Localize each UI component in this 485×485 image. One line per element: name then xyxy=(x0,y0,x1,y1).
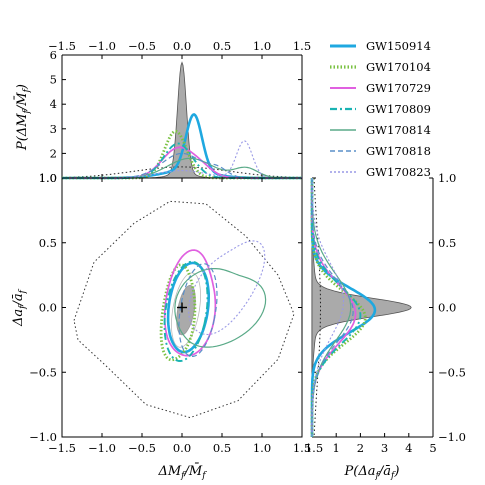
legend-label-gw170818: GW170818 xyxy=(366,144,431,158)
top-curves xyxy=(62,61,302,180)
main-y-tick-label: −1.0 xyxy=(29,430,57,444)
top-curve-prior xyxy=(62,166,302,178)
right-y-tick-label: 0.5 xyxy=(438,236,456,250)
main-y-tick-label: 0.0 xyxy=(39,301,57,315)
top-y-tick-label: 2 xyxy=(50,146,57,160)
top-curve-combined xyxy=(62,61,302,179)
top-y-ticks: 1.0 2 3 4 5 6 xyxy=(39,48,302,185)
main-y-tick-label: 0.5 xyxy=(39,236,57,250)
main-contour-gw170809 xyxy=(163,260,209,362)
legend-label-gw170104: GW170104 xyxy=(366,60,431,74)
right-y-tick-label: −1.0 xyxy=(438,430,466,444)
legend-label-gw170823: GW170823 xyxy=(366,165,431,179)
top-y-tick-label: 5 xyxy=(50,73,57,87)
main-contour-gw170818 xyxy=(178,263,218,357)
main-x-axis-label: ΔMf/M̄f xyxy=(157,463,207,481)
top-x-ticks: −1.5 −1.0 −0.5 0.0 0.5 1.0 1.5 xyxy=(48,39,311,178)
top-x-tick-label: −1.5 xyxy=(48,39,76,53)
main-x-tick-label: −1.0 xyxy=(88,441,116,455)
top-x-tick-label: 1.0 xyxy=(253,39,271,53)
main-x-tick-label: −1.5 xyxy=(48,441,76,455)
main-y-axis-label: Δaf/āf xyxy=(11,288,28,327)
main-y-ticks: −1.0 −0.5 0.0 0.5 1.0 xyxy=(29,171,302,444)
top-y-tick-label: 3 xyxy=(50,122,57,136)
main-contours xyxy=(73,200,295,419)
top-y-tick-label: 6 xyxy=(50,48,57,62)
main-contour-gw170814 xyxy=(174,268,267,348)
main-contour-combined-outer xyxy=(170,272,202,348)
legend-label-gw170809: GW170809 xyxy=(366,102,431,116)
right-x-tick-label: 4 xyxy=(405,441,412,455)
top-marginal-panel: −1.5 −1.0 −0.5 0.0 0.5 1.0 1.5 1.0 2 3 4 5 6 P(ΔMf/… xyxy=(14,39,312,185)
main-x-tick-label: −0.5 xyxy=(128,441,156,455)
legend: GW150914 GW170104 GW170729 GW170809 GW170814… xyxy=(330,39,431,179)
top-x-tick-label: −1.0 xyxy=(88,39,116,53)
main-contour-gw170823 xyxy=(188,240,266,336)
right-x-tick-label: 5 xyxy=(429,441,436,455)
right-y-tick-label: −0.5 xyxy=(438,365,466,379)
main-panel: −1.5 −1.0 −0.5 0.0 0.5 1.0 1.5 −1.0−0.50.00.51… xyxy=(11,171,311,481)
right-curves xyxy=(310,177,412,438)
right-y-ticks: 1.0 0.5 0.0 −0.5 −1.0 xyxy=(312,171,466,444)
top-x-tick-label: 0.0 xyxy=(173,39,191,53)
right-x-ticks: 1.5 1 2 3 4 5 xyxy=(305,433,437,455)
right-curve-combined xyxy=(311,178,412,437)
right-marginal-panel: 1.5 1 2 3 4 5 1.0 0.5 0.0 −0.5 −1.0 P(Δaf/āf) xyxy=(305,171,466,481)
right-x-axis-label: P(Δaf/āf) xyxy=(344,464,400,481)
right-x-tick-label: 3 xyxy=(381,441,388,455)
main-x-tick-label: 0.5 xyxy=(213,441,231,455)
right-curve-gw170814 xyxy=(311,178,352,437)
top-y-tick-label: 1.0 xyxy=(39,171,57,185)
main-x-tick-label: 0.0 xyxy=(173,441,191,455)
top-x-tick-label: 1.5 xyxy=(293,39,311,53)
top-x-tick-label: −0.5 xyxy=(128,39,156,53)
legend-label-gw170729: GW170729 xyxy=(366,81,431,95)
right-y-tick-label: 0.0 xyxy=(438,301,456,315)
right-y-tick-label: 1.0 xyxy=(438,171,456,185)
top-y-axis-label: P(ΔMf/M̄f) xyxy=(14,84,32,151)
top-y-tick-label: 4 xyxy=(50,97,57,111)
right-x-tick-label: 1 xyxy=(333,441,340,455)
main-y-tick-label: −0.5 xyxy=(29,365,57,379)
right-x-tick-label: 2 xyxy=(357,441,364,455)
right-curve-prior xyxy=(313,177,321,438)
right-curve-gw170818 xyxy=(311,178,354,437)
legend-label-gw150914: GW150914 xyxy=(366,39,431,53)
right-curve-gw170809 xyxy=(311,178,362,437)
right-x-tick-label: 1.5 xyxy=(305,441,323,455)
main-x-ticks: −1.5 −1.0 −0.5 0.0 0.5 1.0 1.5 xyxy=(48,178,311,455)
legend-label-gw170814: GW170814 xyxy=(366,123,431,137)
main-y-tick-label: 1.0 xyxy=(39,171,57,185)
main-x-tick-label: 1.5 xyxy=(293,441,311,455)
top-x-tick-label: 0.5 xyxy=(213,39,231,53)
main-x-tick-label: 1.0 xyxy=(253,441,271,455)
